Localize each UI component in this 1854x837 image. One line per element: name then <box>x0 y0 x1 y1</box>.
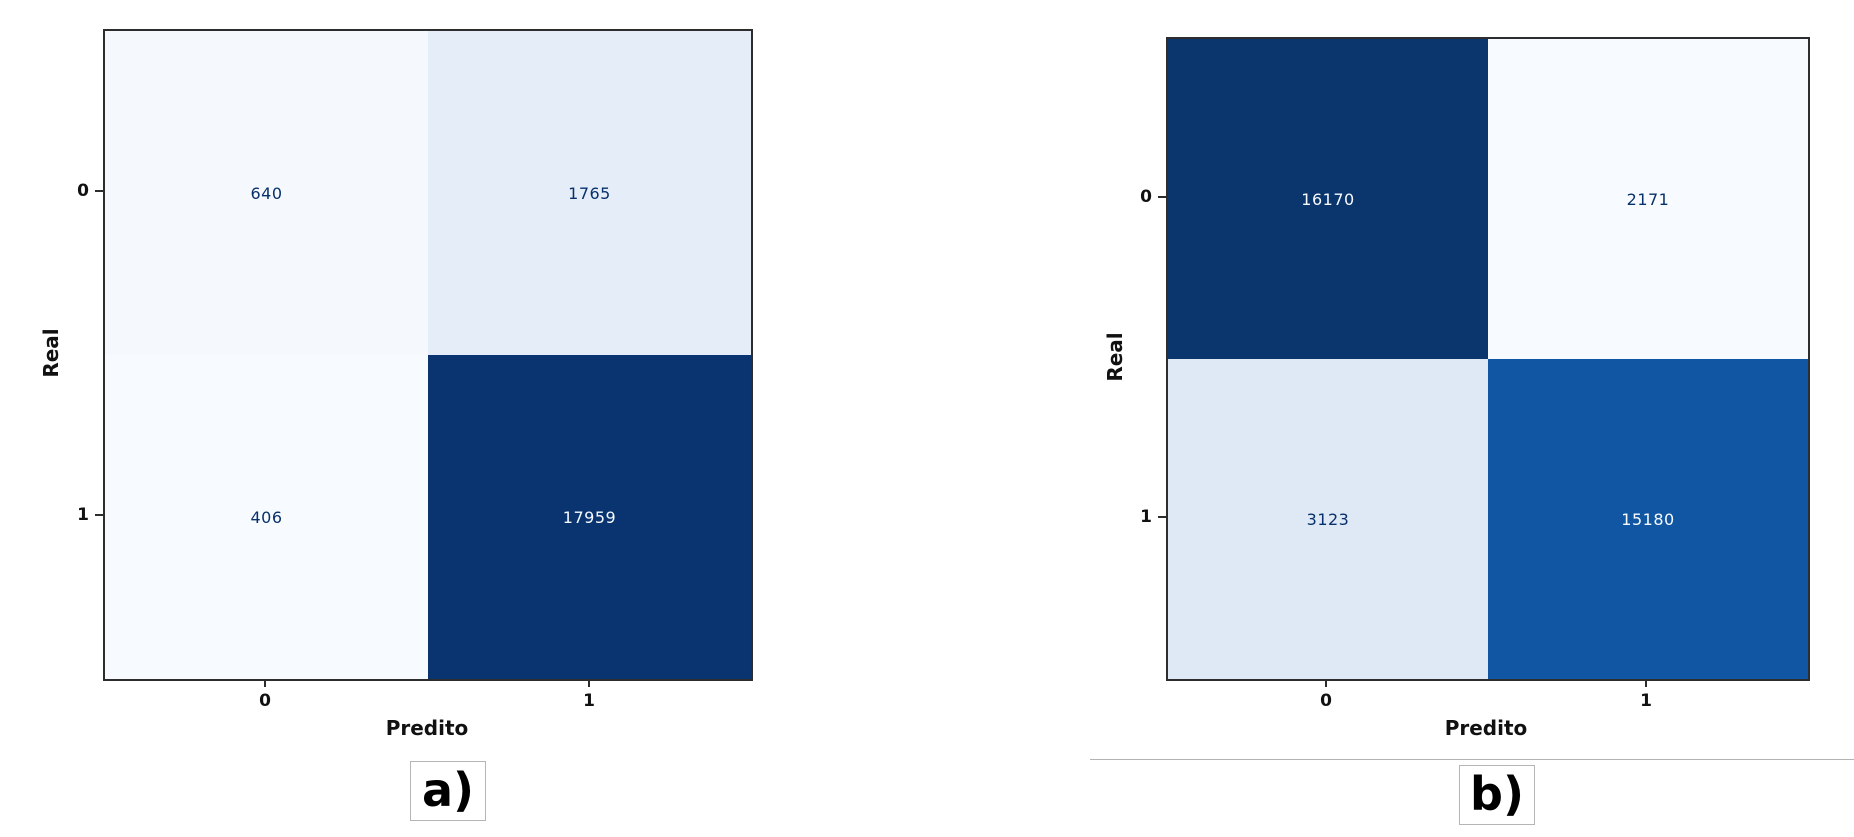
y-tick-label-b-1: 1 <box>1140 507 1152 527</box>
matrix-cell-b-r0c0: 16170 <box>1168 39 1488 359</box>
x-tick-mark-b-1 <box>1645 679 1647 687</box>
y-tick-label-b-0: 0 <box>1140 187 1152 207</box>
horizontal-divider-line <box>1090 759 1854 760</box>
panel-caption-a: a) <box>410 761 486 821</box>
x-tick-mark-a-0 <box>264 679 266 687</box>
y-tick-label-a-0: 0 <box>77 181 89 201</box>
x-axis-label-b: Predito <box>1444 716 1528 740</box>
y-axis-label-b: Real <box>1103 332 1127 382</box>
x-tick-label-b-0: 0 <box>1320 691 1332 711</box>
matrix-cell-a-r0c0: 640 <box>105 31 428 355</box>
y-tick-mark-b-0 <box>1158 196 1166 198</box>
y-tick-label-a-1: 1 <box>77 505 89 525</box>
matrix-cell-b-r1c1: 15180 <box>1488 359 1808 679</box>
x-tick-label-a-1: 1 <box>583 691 595 711</box>
matrix-cell-a-r1c0: 406 <box>105 355 428 679</box>
x-tick-mark-a-1 <box>588 679 590 687</box>
y-axis-label-a: Real <box>39 328 63 378</box>
x-tick-label-a-0: 0 <box>259 691 271 711</box>
matrix-cell-b-r1c0: 3123 <box>1168 359 1488 679</box>
y-tick-mark-b-1 <box>1158 516 1166 518</box>
heatmap-plot-a: 640 1765 406 17959 <box>103 29 753 681</box>
x-tick-mark-b-0 <box>1325 679 1327 687</box>
heatmap-plot-b: 16170 2171 3123 15180 <box>1166 37 1810 681</box>
matrix-cell-a-r0c1: 1765 <box>428 31 751 355</box>
y-tick-mark-a-1 <box>95 514 103 516</box>
panel-caption-b: b) <box>1459 765 1535 825</box>
y-tick-mark-a-0 <box>95 190 103 192</box>
x-axis-label-a: Predito <box>385 716 469 740</box>
matrix-cell-a-r1c1: 17959 <box>428 355 751 679</box>
x-tick-label-b-1: 1 <box>1640 691 1652 711</box>
matrix-cell-b-r0c1: 2171 <box>1488 39 1808 359</box>
